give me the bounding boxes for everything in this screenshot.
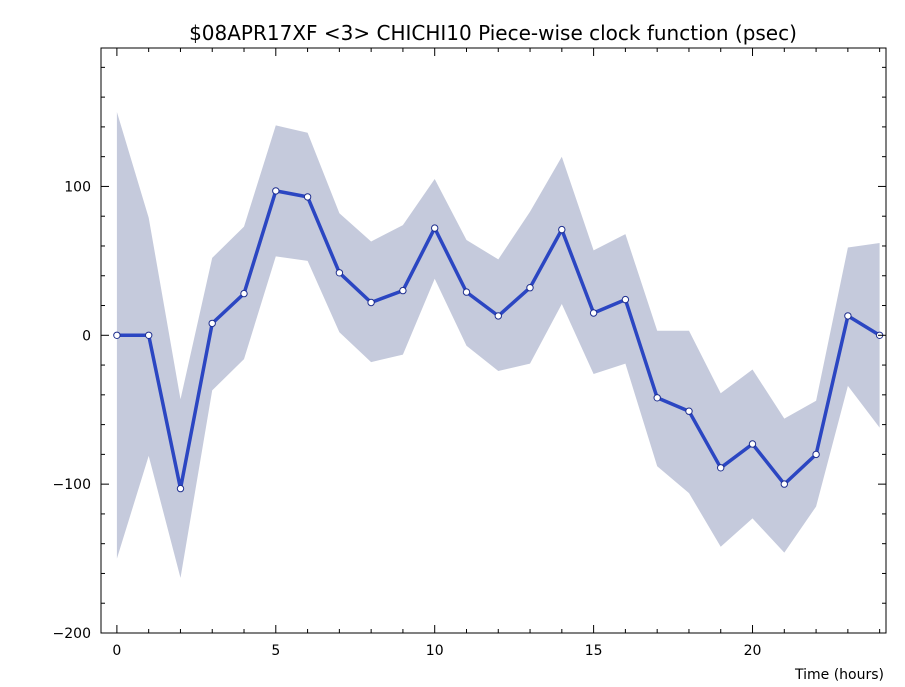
y-tick-label: −200 xyxy=(53,626,91,642)
x-tick-label: 0 xyxy=(112,643,121,659)
x-tick-label: 10 xyxy=(426,643,444,659)
x-axis-label: Time (hours) xyxy=(794,667,884,683)
data-point xyxy=(494,312,502,320)
chart-title: $08APR17XF <3> CHICHI10 Piece-wise clock… xyxy=(189,21,797,45)
y-tick-label: 0 xyxy=(82,328,91,344)
data-point xyxy=(303,193,312,201)
data-point xyxy=(431,224,439,232)
data-point xyxy=(748,440,757,448)
data-point xyxy=(240,289,248,298)
data-point-layer xyxy=(113,187,884,493)
data-point xyxy=(558,225,566,234)
data-point xyxy=(462,288,471,296)
tick-labels-layer: 0 5 10 15 20 100 0 −100 −200 xyxy=(53,179,762,659)
y-tick-label: −100 xyxy=(53,477,91,493)
plot-frame xyxy=(100,47,887,634)
data-point xyxy=(145,331,153,339)
uncertainty-band-layer xyxy=(116,112,880,578)
data-point xyxy=(844,312,852,320)
y-tick-label: 100 xyxy=(64,179,91,195)
data-point xyxy=(717,464,725,472)
data-point xyxy=(367,298,375,307)
data-point xyxy=(526,284,534,292)
data-point xyxy=(653,394,661,402)
data-point xyxy=(589,309,598,317)
axis-ticks-layer xyxy=(101,48,886,634)
data-point xyxy=(113,331,121,339)
uncertainty-band xyxy=(116,112,880,578)
data-point xyxy=(335,269,344,277)
x-tick-label: 15 xyxy=(585,643,603,659)
data-point xyxy=(685,407,693,415)
data-point xyxy=(176,484,185,493)
data-point xyxy=(399,286,407,295)
data-point xyxy=(272,187,280,195)
data-point xyxy=(621,295,630,304)
x-tick-label: 5 xyxy=(271,643,280,659)
data-point xyxy=(780,480,788,488)
data-point xyxy=(812,450,820,459)
x-tick-label: 20 xyxy=(744,643,762,659)
data-point xyxy=(208,319,216,328)
